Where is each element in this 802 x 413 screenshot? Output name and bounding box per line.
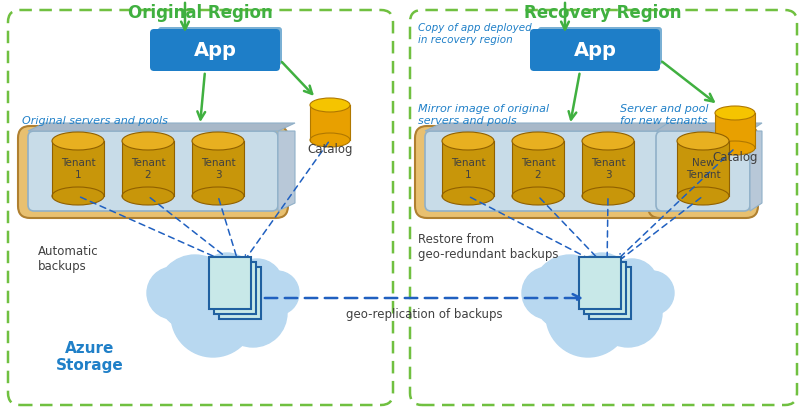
Text: Catalog: Catalog xyxy=(307,143,352,156)
Text: geo-replication of backups: geo-replication of backups xyxy=(345,308,502,321)
Text: Tenant
1: Tenant 1 xyxy=(61,158,95,180)
FancyBboxPatch shape xyxy=(529,29,659,71)
Bar xyxy=(192,141,244,196)
Ellipse shape xyxy=(52,187,104,205)
Circle shape xyxy=(157,255,233,331)
Bar xyxy=(581,141,634,196)
Polygon shape xyxy=(674,131,691,211)
Ellipse shape xyxy=(581,187,634,205)
Bar xyxy=(676,141,728,196)
Circle shape xyxy=(147,267,199,319)
Text: Tenant
3: Tenant 3 xyxy=(200,158,235,180)
FancyBboxPatch shape xyxy=(415,126,684,218)
Text: Tenant
3: Tenant 3 xyxy=(590,158,625,180)
Circle shape xyxy=(521,267,573,319)
Polygon shape xyxy=(277,131,294,211)
Ellipse shape xyxy=(310,98,350,112)
Text: Restore from
geo-redundant backups: Restore from geo-redundant backups xyxy=(418,233,558,261)
Text: App: App xyxy=(573,40,616,59)
Bar xyxy=(52,141,104,196)
Circle shape xyxy=(532,255,607,331)
FancyBboxPatch shape xyxy=(18,126,288,218)
FancyBboxPatch shape xyxy=(647,126,757,218)
FancyBboxPatch shape xyxy=(28,131,277,211)
Circle shape xyxy=(606,259,657,311)
Circle shape xyxy=(199,253,255,309)
Ellipse shape xyxy=(714,106,754,120)
Circle shape xyxy=(219,279,286,347)
Ellipse shape xyxy=(441,132,493,150)
Bar xyxy=(122,141,174,196)
Circle shape xyxy=(573,253,630,309)
Polygon shape xyxy=(28,123,294,131)
FancyBboxPatch shape xyxy=(214,262,256,314)
Ellipse shape xyxy=(714,141,754,155)
FancyBboxPatch shape xyxy=(424,131,674,211)
Bar xyxy=(714,113,754,148)
FancyBboxPatch shape xyxy=(219,267,261,319)
Text: New
Tenant: New Tenant xyxy=(685,158,719,180)
Ellipse shape xyxy=(310,133,350,147)
Ellipse shape xyxy=(122,132,174,150)
Ellipse shape xyxy=(676,132,728,150)
Text: Copy of app deployed
in recovery region: Copy of app deployed in recovery region xyxy=(418,23,531,45)
FancyBboxPatch shape xyxy=(209,257,251,309)
Text: Tenant
2: Tenant 2 xyxy=(520,158,555,180)
FancyBboxPatch shape xyxy=(655,131,749,211)
FancyBboxPatch shape xyxy=(583,262,626,314)
Text: Mirror image of original
servers and pools: Mirror image of original servers and poo… xyxy=(418,104,549,126)
Text: Tenant
2: Tenant 2 xyxy=(131,158,165,180)
Polygon shape xyxy=(655,123,761,131)
Circle shape xyxy=(255,271,298,315)
Ellipse shape xyxy=(676,187,728,205)
Text: Recovery Region: Recovery Region xyxy=(524,4,681,22)
Ellipse shape xyxy=(192,187,244,205)
Text: Automatic
backups: Automatic backups xyxy=(38,245,99,273)
FancyBboxPatch shape xyxy=(158,27,282,65)
FancyBboxPatch shape xyxy=(578,257,620,309)
Text: App: App xyxy=(193,40,236,59)
Ellipse shape xyxy=(441,187,493,205)
Text: Catalog: Catalog xyxy=(711,151,757,164)
Ellipse shape xyxy=(512,187,563,205)
Text: Tenant
1: Tenant 1 xyxy=(450,158,484,180)
FancyBboxPatch shape xyxy=(537,27,661,65)
Ellipse shape xyxy=(192,132,244,150)
Ellipse shape xyxy=(581,132,634,150)
FancyBboxPatch shape xyxy=(154,30,277,68)
Polygon shape xyxy=(424,123,691,131)
FancyBboxPatch shape xyxy=(588,267,630,319)
Text: Original Region: Original Region xyxy=(128,4,272,22)
Bar xyxy=(310,105,350,140)
Ellipse shape xyxy=(52,132,104,150)
Circle shape xyxy=(545,273,630,357)
Bar xyxy=(441,141,493,196)
Text: Original servers and pools: Original servers and pools xyxy=(22,116,168,126)
FancyBboxPatch shape xyxy=(533,30,657,68)
Text: Server and pool
for new tenants: Server and pool for new tenants xyxy=(619,104,707,126)
Bar xyxy=(512,141,563,196)
Circle shape xyxy=(593,279,661,347)
Text: Azure
Storage: Azure Storage xyxy=(56,341,124,373)
Circle shape xyxy=(171,273,255,357)
Ellipse shape xyxy=(512,132,563,150)
Ellipse shape xyxy=(122,187,174,205)
Circle shape xyxy=(630,271,673,315)
Circle shape xyxy=(231,259,282,311)
FancyBboxPatch shape xyxy=(150,29,280,71)
Polygon shape xyxy=(749,131,761,211)
